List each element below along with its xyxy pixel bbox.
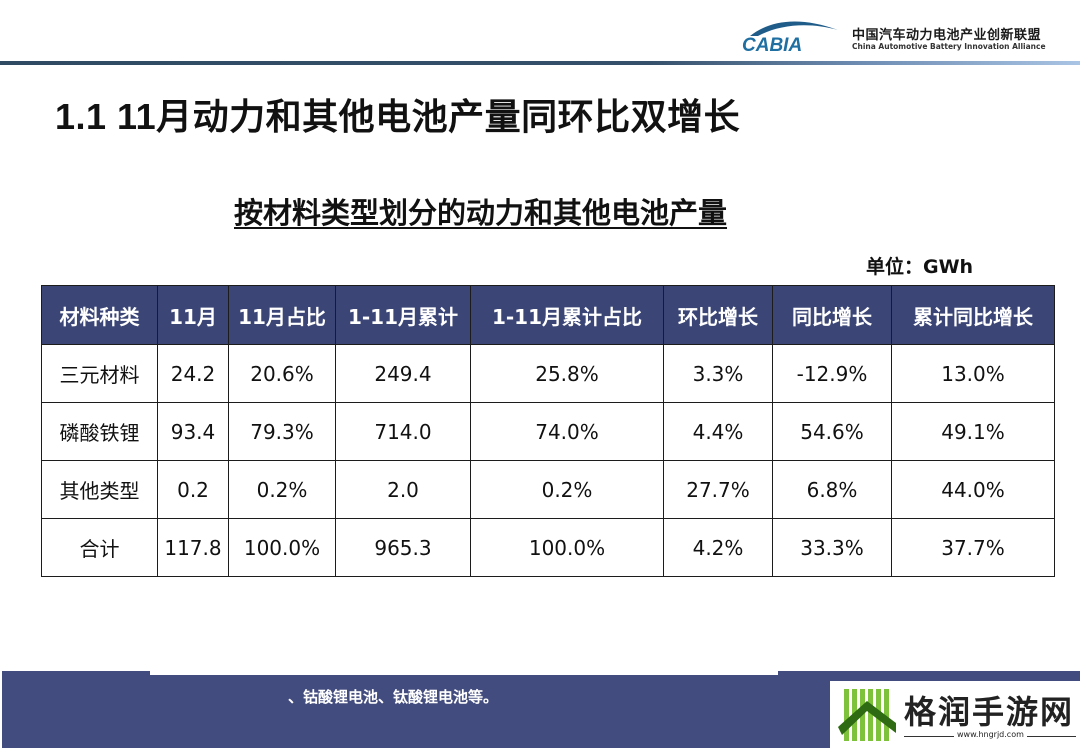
cell-ytd-share: 0.2% xyxy=(470,460,664,519)
house-stripes-logo-icon xyxy=(838,689,896,741)
column-header-nov: 11月 xyxy=(157,285,229,345)
svg-text:CABIA: CABIA xyxy=(742,35,802,54)
cell-mom-growth: 4.2% xyxy=(663,518,773,577)
table-title: 按材料类型划分的动力和其他电池产量 xyxy=(234,196,728,230)
cell-yoy-growth: 54.6% xyxy=(772,402,892,461)
cell-nov-share: 79.3% xyxy=(228,402,336,461)
watermark-url: www.hngrjd.com xyxy=(954,730,1027,739)
cell-nov: 93.4 xyxy=(157,402,229,461)
slide-title: 1.1 11月动力和其他电池产量同环比双增长 xyxy=(55,96,741,137)
column-header-yoy-growth: 同比增长 xyxy=(772,285,892,345)
column-header-nov-share: 11月占比 xyxy=(228,285,336,345)
column-header-ytd-share: 1-11月累计占比 xyxy=(470,285,664,345)
cell-yoy-growth: -12.9% xyxy=(772,344,892,403)
table-row: 三元材料 24.2 20.6% 249.4 25.8% 3.3% -12.9% … xyxy=(41,344,1055,403)
battery-production-table: 材料种类 11月 11月占比 1-11月累计 1-11月累计占比 环比增长 同比… xyxy=(41,285,1055,577)
cell-ytd-yoy-growth: 49.1% xyxy=(891,402,1055,461)
cell-material: 三元材料 xyxy=(41,344,158,403)
column-header-ytd-yoy-growth: 累计同比增长 xyxy=(891,285,1055,345)
table-row: 磷酸铁锂 93.4 79.3% 714.0 74.0% 4.4% 54.6% 4… xyxy=(41,402,1055,461)
cell-material: 合计 xyxy=(41,518,158,577)
cabia-car-logo-icon: CABIA xyxy=(742,21,838,54)
org-name-en: China Automotive Battery Innovation Alli… xyxy=(852,42,1046,51)
cell-mom-growth: 3.3% xyxy=(663,344,773,403)
cell-mom-growth: 4.4% xyxy=(663,402,773,461)
table-header-row: 材料种类 11月 11月占比 1-11月累计 1-11月累计占比 环比增长 同比… xyxy=(41,285,1055,345)
cell-ytd: 2.0 xyxy=(335,460,471,519)
cell-ytd: 965.3 xyxy=(335,518,471,577)
cell-nov: 24.2 xyxy=(157,344,229,403)
unit-label: 单位：GWh xyxy=(866,256,974,278)
table-row-total: 合计 117.8 100.0% 965.3 100.0% 4.2% 33.3% … xyxy=(41,518,1055,577)
cell-mom-growth: 27.7% xyxy=(663,460,773,519)
cell-material: 其他类型 xyxy=(41,460,158,519)
cell-ytd: 714.0 xyxy=(335,402,471,461)
cell-nov-share: 0.2% xyxy=(228,460,336,519)
cell-ytd: 249.4 xyxy=(335,344,471,403)
column-header-ytd: 1-11月累计 xyxy=(335,285,471,345)
cell-nov: 0.2 xyxy=(157,460,229,519)
footer-notch xyxy=(150,663,778,675)
column-header-mom-growth: 环比增长 xyxy=(663,285,773,345)
cell-ytd-yoy-growth: 37.7% xyxy=(891,518,1055,577)
cell-nov: 117.8 xyxy=(157,518,229,577)
watermark-name: 格润手游网 xyxy=(904,693,1075,731)
header-divider xyxy=(0,61,1080,65)
table-row: 其他类型 0.2 0.2% 2.0 0.2% 27.7% 6.8% 44.0% xyxy=(41,460,1055,519)
column-header-material: 材料种类 xyxy=(41,285,158,345)
cell-ytd-yoy-growth: 13.0% xyxy=(891,344,1055,403)
watermark: 格润手游网 www.hngrjd.com xyxy=(830,681,1080,748)
footer-note: 、钴酸锂电池、钛酸锂电池等。 xyxy=(288,688,499,706)
cell-material: 磷酸铁锂 xyxy=(41,402,158,461)
cell-ytd-share: 100.0% xyxy=(470,518,664,577)
cabia-logo: CABIA 中国汽车动力电池产业创新联盟 China Automotive Ba… xyxy=(740,14,1060,58)
cell-nov-share: 20.6% xyxy=(228,344,336,403)
cell-nov-share: 100.0% xyxy=(228,518,336,577)
cell-yoy-growth: 33.3% xyxy=(772,518,892,577)
org-name-cn: 中国汽车动力电池产业创新联盟 xyxy=(852,28,1042,43)
cell-ytd-share: 74.0% xyxy=(470,402,664,461)
cell-ytd-yoy-growth: 44.0% xyxy=(891,460,1055,519)
cell-yoy-growth: 6.8% xyxy=(772,460,892,519)
cell-ytd-share: 25.8% xyxy=(470,344,664,403)
